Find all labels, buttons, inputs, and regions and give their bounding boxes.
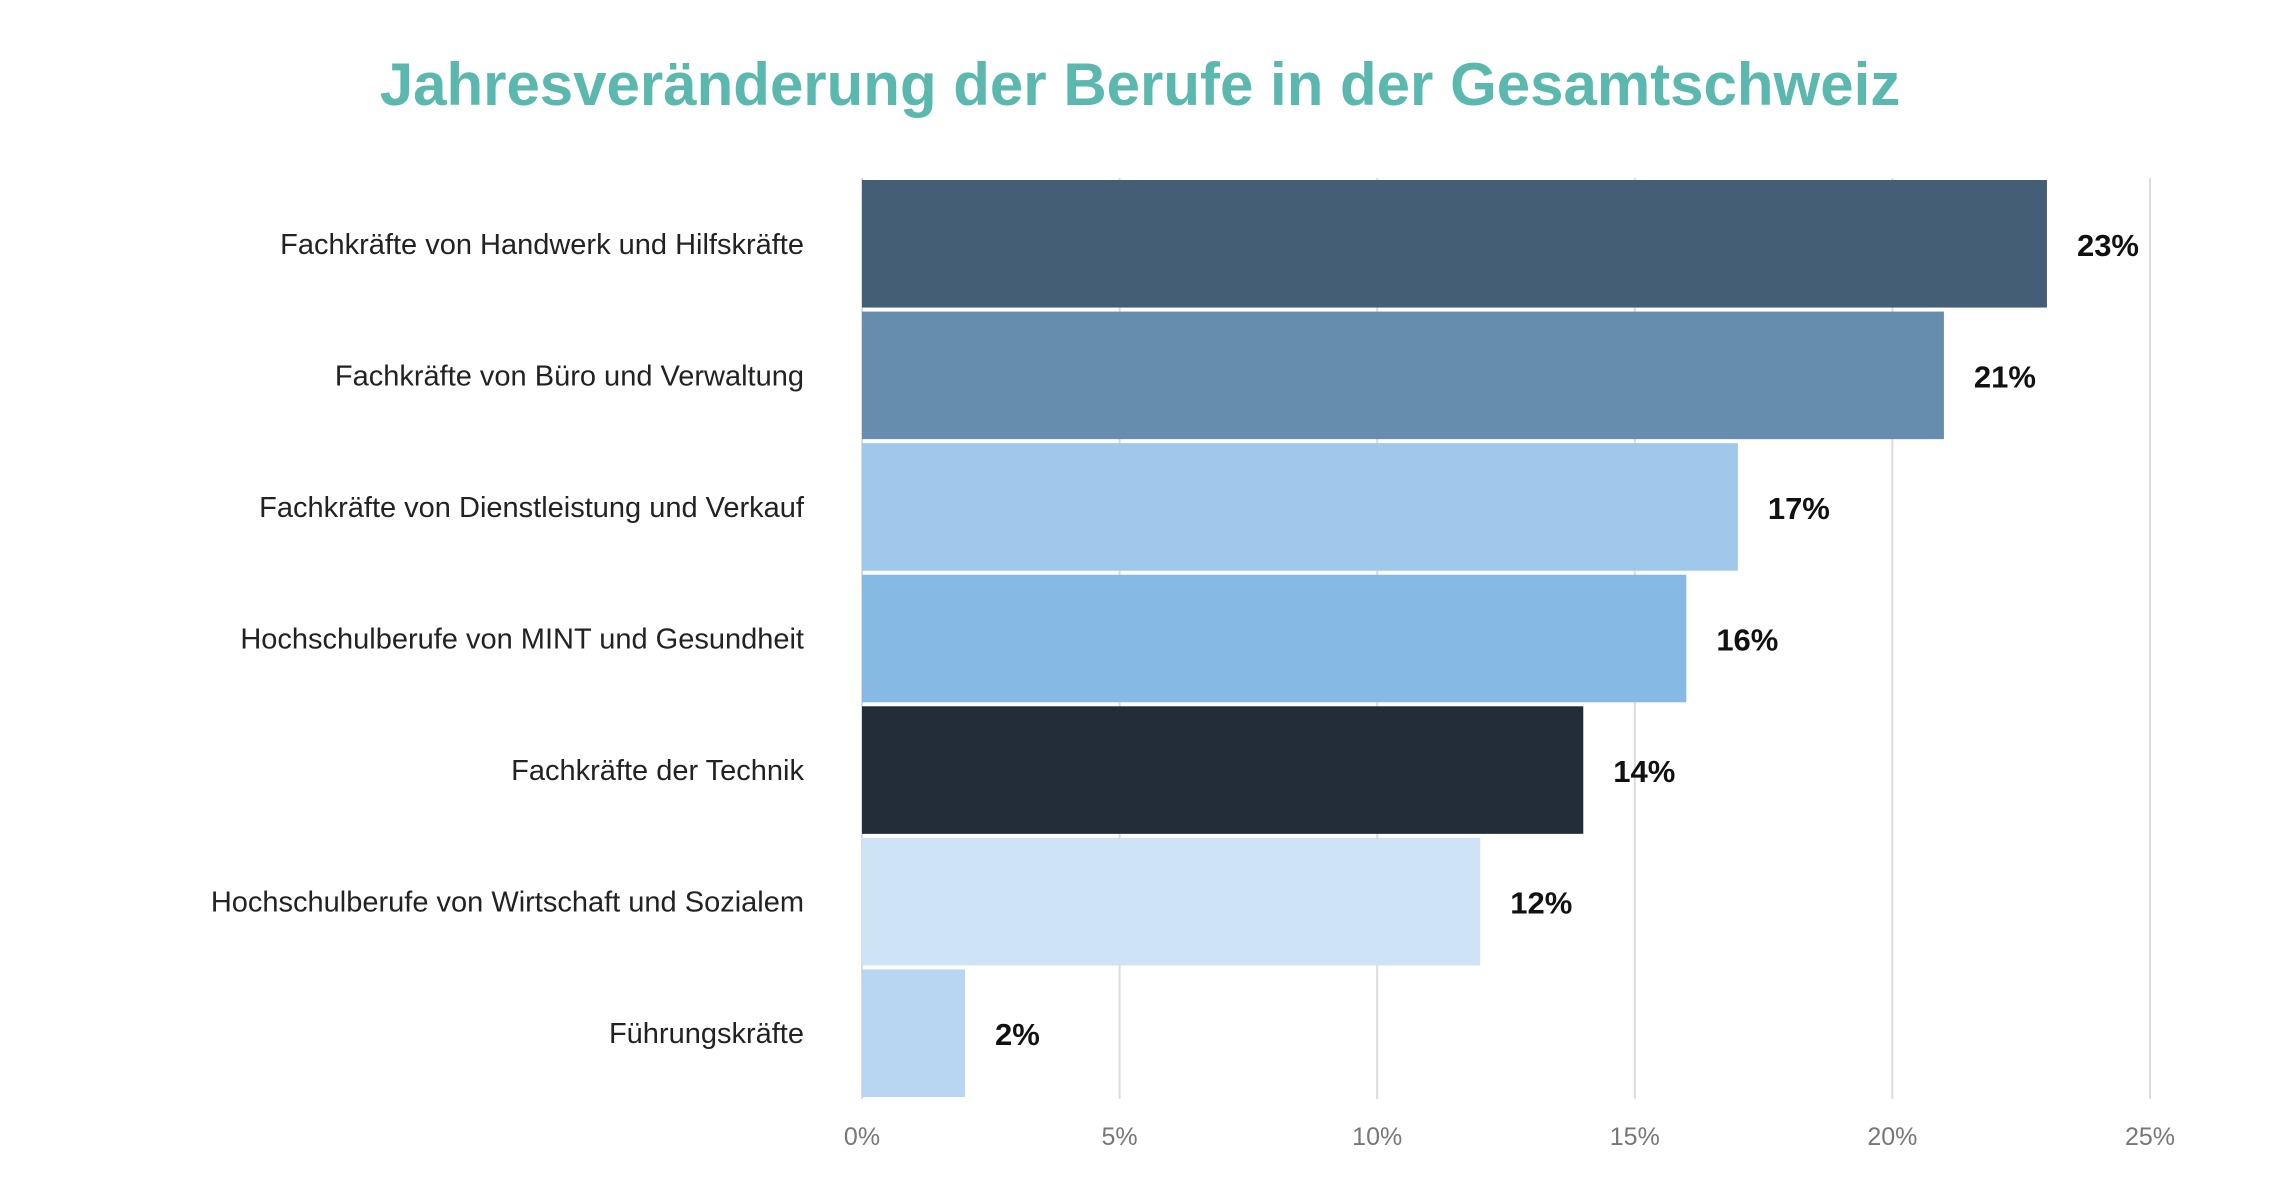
bar (862, 706, 1584, 834)
data-label: 16% (1716, 623, 1778, 658)
category-label: Fachkräfte der Technik (511, 755, 804, 787)
data-label: 21% (1974, 359, 2036, 394)
category-label: Hochschulberufe von Wirtschaft und Sozia… (211, 887, 804, 919)
x-tick-label: 20% (1867, 1123, 1917, 1151)
x-tick-label: 10% (1352, 1123, 1402, 1151)
data-label: 17% (1768, 491, 1830, 526)
category-label: Führungskräfte (609, 1018, 804, 1050)
data-label: 23% (2077, 228, 2139, 263)
x-tick-label: 0% (844, 1123, 880, 1151)
category-label: Fachkräfte von Handwerk und Hilfskräfte (280, 229, 804, 261)
data-label: 14% (1613, 754, 1675, 789)
bar (862, 574, 1687, 703)
category-label: Fachkräfte von Dienstleistung und Verkau… (259, 492, 805, 524)
bar (862, 180, 2047, 308)
bar (862, 837, 1481, 966)
category-label: Fachkräfte von Büro und Verwaltung (335, 360, 804, 392)
x-tick-label: 5% (1102, 1123, 1138, 1151)
category-label: Hochschulberufe von MINT und Gesundheit (240, 624, 804, 656)
x-tick-label: 15% (1610, 1123, 1660, 1151)
chart-title: Jahresveränderung der Berufe in der Gesa… (379, 51, 1901, 118)
bar (862, 443, 1738, 571)
bar (862, 969, 966, 1097)
data-label: 2% (995, 1017, 1040, 1052)
data-label: 12% (1510, 886, 1572, 921)
bar (862, 311, 1944, 440)
x-tick-label: 25% (2125, 1123, 2175, 1151)
